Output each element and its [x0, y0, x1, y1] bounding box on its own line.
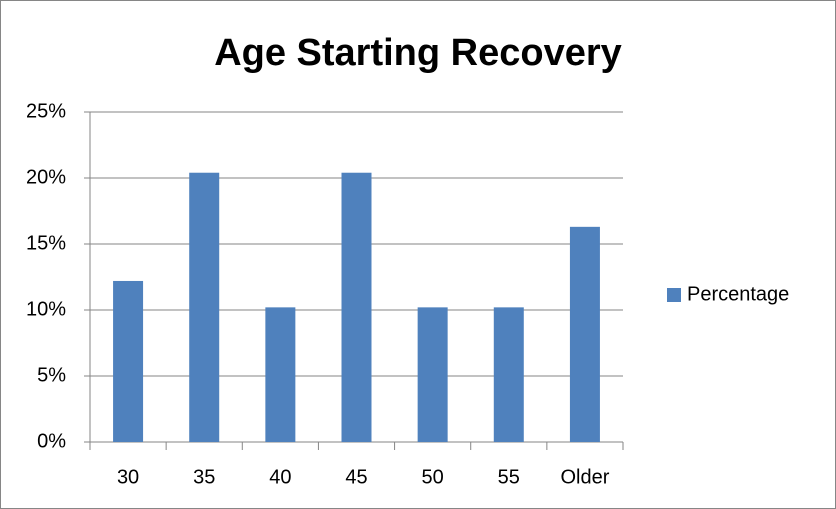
legend-swatch — [667, 288, 681, 302]
legend-label: Percentage — [687, 283, 789, 305]
x-tick-label: 35 — [193, 466, 215, 488]
y-tick-label: 0% — [37, 430, 66, 452]
x-tick-label: 30 — [117, 466, 139, 488]
y-tick-label: 25% — [26, 100, 66, 122]
bar — [189, 172, 220, 442]
x-tick-label: 40 — [269, 466, 291, 488]
x-tick-label: Older — [560, 466, 609, 488]
bar — [493, 307, 524, 442]
x-tick-label: 45 — [345, 466, 367, 488]
y-tick-label: 10% — [26, 298, 66, 320]
x-tick-label: 55 — [498, 466, 520, 488]
bar — [569, 226, 600, 442]
bar — [113, 280, 144, 442]
y-tick-label: 20% — [26, 166, 66, 188]
x-tick-label: 50 — [422, 466, 444, 488]
y-tick-label: 5% — [37, 364, 66, 386]
bar — [265, 307, 296, 442]
bar — [341, 172, 372, 442]
bar — [417, 307, 448, 442]
chart-title: Age Starting Recovery — [214, 32, 622, 74]
y-tick-label: 15% — [26, 232, 66, 254]
